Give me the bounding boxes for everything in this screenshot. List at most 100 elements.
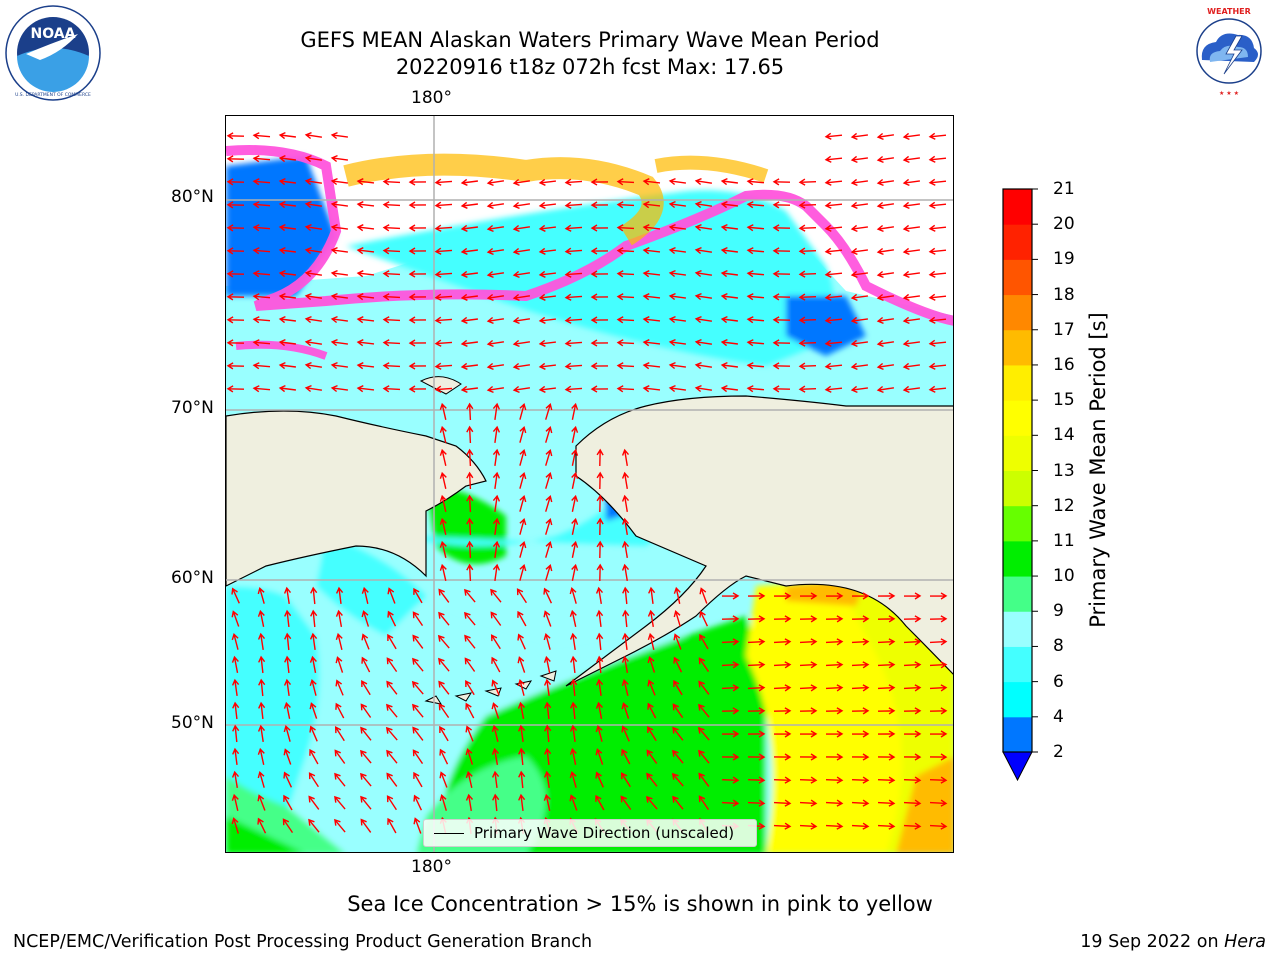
wave-arrow [226,362,245,370]
wave-arrow [799,592,818,600]
wave-arrow [257,632,266,651]
wave-arrow [570,678,578,697]
wave-arrow [492,563,501,581]
wave-arrow [460,316,478,324]
wave-arrow [334,772,346,787]
wave-arrow [571,540,579,558]
wave-arrow [773,776,792,784]
wave-arrow [304,154,323,163]
wave-arrow [518,793,526,811]
wave-arrow [382,201,401,209]
wave-arrow [231,793,239,811]
wave-arrow [747,776,766,784]
wave-arrow [544,701,552,720]
wave-arrow [512,178,531,187]
wave-arrow [647,632,655,650]
wave-arrow [226,385,245,393]
wave-arrow [491,770,500,788]
footer-date-text: 19 Sep 2022 on [1080,932,1219,952]
wave-arrow [538,201,556,209]
wave-arrow [304,361,323,370]
wave-arrow [517,724,526,742]
wave-arrow [460,224,478,232]
wave-arrow [278,292,296,301]
wave-arrow [824,132,843,140]
wave-arrow [903,707,922,715]
wave-arrow [620,795,632,810]
wave-arrow [851,707,870,715]
wave-arrow [466,517,474,536]
wave-arrow [747,799,766,807]
wave-arrow [877,684,896,692]
wave-arrow [616,270,635,278]
wave-arrow [720,200,738,209]
wave-arrow [491,702,500,719]
wave-arrow [408,178,427,186]
wave-arrow [543,655,551,673]
wave-arrow [876,155,895,164]
wave-arrow [621,494,630,513]
wave-arrow [356,293,375,301]
wave-arrow [799,615,818,623]
wave-arrow [512,385,531,394]
wave-arrow [538,339,556,347]
wave-arrow [799,776,818,784]
wave-arrow [512,362,531,371]
wave-arrow [773,615,792,623]
wave-arrow [571,448,579,466]
wave-arrow [519,471,527,489]
wave-arrow [772,339,791,347]
colorbar-tick-label: 18 [1053,284,1075,305]
colorbar-tick-label: 21 [1053,179,1075,199]
wave-arrow [903,661,922,669]
colorbar-swatch [1003,189,1032,225]
wave-arrow [642,385,661,393]
wave-arrow [746,362,765,370]
noaa-logo-icon: NOAA U.S. DEPARTMENT OF COMMERCE [5,5,101,101]
wave-arrow [590,201,609,209]
nws-logo-icon: WEATHER ★ ★ ★ [1182,4,1276,98]
wave-arrow [308,795,320,810]
wave-arrow [434,316,453,324]
wave-arrow [590,362,609,370]
wave-arrow [928,224,947,232]
wave-arrow [517,678,525,696]
colorbar-tick-label: 19 [1053,249,1075,270]
wave-arrow [798,316,817,324]
lon-label-top: 180° [411,88,452,108]
wave-arrow [798,293,817,301]
wave-arrow [356,339,375,347]
wave-arrow [309,702,318,719]
colorbar-tick-label: 2 [1053,742,1064,762]
wave-arrow [491,724,499,742]
footer-date: 19 Sep 2022 on Hera [1080,932,1266,952]
wave-arrow [258,701,266,719]
wave-arrow [545,471,553,489]
wave-arrow [642,316,661,324]
wave-arrow [310,586,318,605]
wave-arrow [570,655,578,673]
wave-arrow [226,201,245,209]
wave-arrow [747,638,766,646]
wave-arrow [486,316,505,325]
wave-arrow [232,701,240,720]
wave-arrow [257,817,267,834]
wave-arrow [309,679,317,696]
wave-arrow [721,638,740,646]
colorbar-tick-label: 14 [1053,425,1075,446]
wave-arrow [304,384,323,393]
wave-arrow [616,293,635,301]
wave-arrow [799,753,818,761]
wave-arrow [621,563,630,582]
wave-arrow [356,178,375,186]
wave-arrow [590,385,609,393]
wave-arrow [434,224,453,232]
wave-arrow [439,563,447,581]
colorbar-tick-label: 10 [1053,566,1075,587]
wave-arrow [698,680,710,695]
wave-arrow [564,339,583,347]
colorbar-tick-label: 15 [1053,390,1075,411]
wave-arrow [252,224,271,232]
wave-arrow [773,592,792,600]
colorbar-tick-label: 17 [1053,319,1075,340]
